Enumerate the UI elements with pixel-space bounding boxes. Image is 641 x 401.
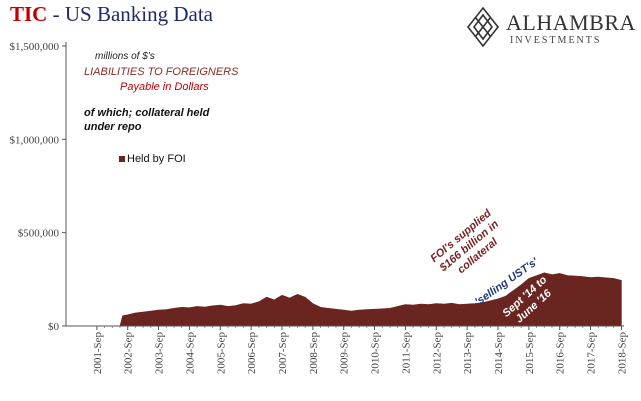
legend-label: Held by FOI bbox=[127, 153, 186, 165]
x-tick-label: 2004-Sep bbox=[184, 332, 196, 375]
x-tick-label: 2016-Sep bbox=[555, 332, 567, 375]
payable-note: Payable in Dollars bbox=[120, 81, 209, 93]
x-tick-label: 2003-Sep bbox=[154, 332, 166, 375]
alhambra-logo: ALHAMBRA INVESTMENTS bbox=[466, 6, 636, 52]
x-tick-label: 2011-Sep bbox=[400, 332, 412, 374]
series-area bbox=[119, 272, 622, 327]
units-note: millions of $'s bbox=[95, 51, 155, 62]
logo-subtitle: INVESTMENTS bbox=[510, 35, 602, 46]
x-tick-label: 2005-Sep bbox=[215, 332, 227, 375]
x-tick-label: 2006-Sep bbox=[246, 332, 258, 375]
x-tick-label: 2008-Sep bbox=[308, 332, 320, 375]
liabilities-note: LIABILITIES TO FOREIGNERS bbox=[84, 66, 239, 78]
y-tick-label: $0 bbox=[48, 321, 60, 333]
x-tick-label: 2014-Sep bbox=[493, 332, 505, 375]
collateral-note-line1: of which; collateral held bbox=[84, 107, 210, 119]
x-tick-label: 2010-Sep bbox=[370, 332, 382, 375]
x-tick-label: 2007-Sep bbox=[277, 332, 289, 375]
x-tick-label: 2009-Sep bbox=[339, 332, 351, 375]
y-tick-label: $1,000,000 bbox=[10, 134, 60, 146]
legend-swatch bbox=[119, 156, 125, 162]
chart-title: TIC - US Banking Data bbox=[10, 2, 213, 27]
y-tick-label: $1,500,000 bbox=[10, 41, 60, 53]
x-tick-label: 2012-Sep bbox=[431, 332, 443, 375]
chart-title-prefix: TIC bbox=[10, 2, 48, 26]
diamond-lattice-icon bbox=[466, 6, 500, 48]
x-tick-label: 2017-Sep bbox=[586, 332, 598, 375]
collateral-note-line2: under repo bbox=[84, 121, 142, 133]
x-tick-label: 2018-Sep bbox=[616, 332, 628, 375]
y-tick-label: $500,000 bbox=[18, 228, 60, 240]
x-tick-label: 2001-Sep bbox=[92, 332, 104, 375]
logo-brand: ALHAMBRA bbox=[506, 10, 636, 35]
x-tick-label: 2002-Sep bbox=[123, 332, 135, 375]
x-tick-label: 2013-Sep bbox=[462, 332, 474, 375]
x-tick-label: 2015-Sep bbox=[524, 332, 536, 375]
chart-title-rest: - US Banking Data bbox=[52, 2, 214, 26]
